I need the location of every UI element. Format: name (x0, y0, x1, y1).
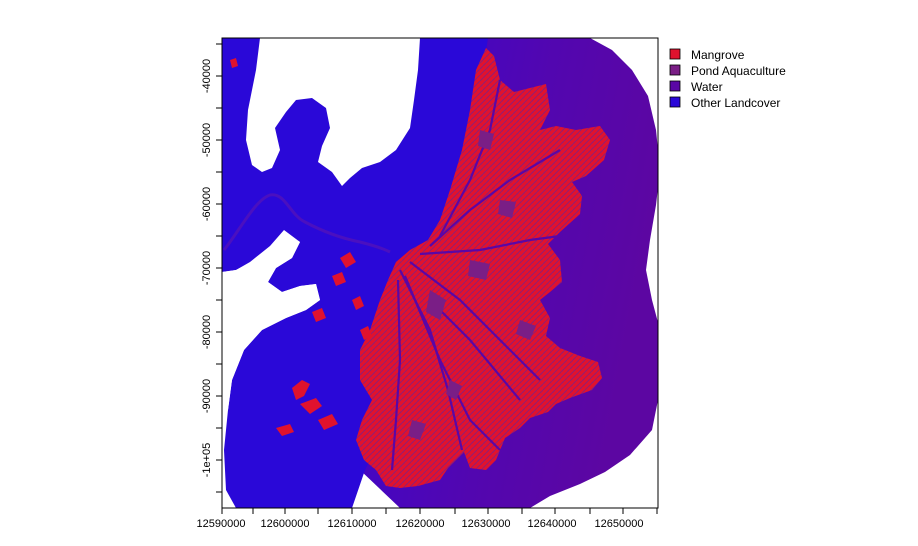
x-axis: 12590000 12600000 12610000 12620000 12630000… (197, 507, 658, 530)
y-tick-label: -70000 (201, 251, 213, 285)
y-tick-label: -1e+05 (201, 443, 213, 478)
no-data-pocket (222, 232, 320, 420)
delta-channels (390, 79, 561, 471)
x-tick-label: 12630000 (462, 518, 511, 530)
legend-swatch (669, 48, 681, 60)
x-tick-label: 12640000 (528, 518, 577, 530)
aquaculture-patches (408, 130, 536, 440)
legend-label: Other Landcover (691, 96, 780, 110)
other-landcover-region (222, 38, 488, 508)
y-tick-label: -90000 (201, 379, 213, 413)
y-tick-label: -80000 (201, 315, 213, 349)
x-tick-label: 12620000 (396, 518, 445, 530)
y-tick-label: -50000 (201, 123, 213, 157)
map-raster (222, 38, 658, 508)
x-tick-label: 12650000 (595, 518, 644, 530)
legend-swatch (669, 80, 681, 92)
y-tick-label: -40000 (201, 59, 213, 93)
x-tick-label: 12590000 (197, 518, 246, 530)
legend-swatch (669, 96, 681, 108)
legend: Mangrove Pond Aquaculture Water Other Landc… (669, 48, 786, 110)
legend-label: Mangrove (691, 48, 745, 62)
y-tick-label: -60000 (201, 187, 213, 221)
x-tick-label: 12610000 (328, 518, 377, 530)
river-channel (222, 193, 391, 254)
legend-swatch (669, 64, 681, 76)
legend-label: Pond Aquaculture (691, 64, 786, 78)
x-tick-label: 12600000 (261, 518, 310, 530)
legend-label: Water (691, 80, 723, 94)
mangrove-fragments (230, 58, 372, 436)
y-axis: -40000 -50000 -60000 -70000 -80000 -90000 -1e+… (201, 43, 222, 493)
